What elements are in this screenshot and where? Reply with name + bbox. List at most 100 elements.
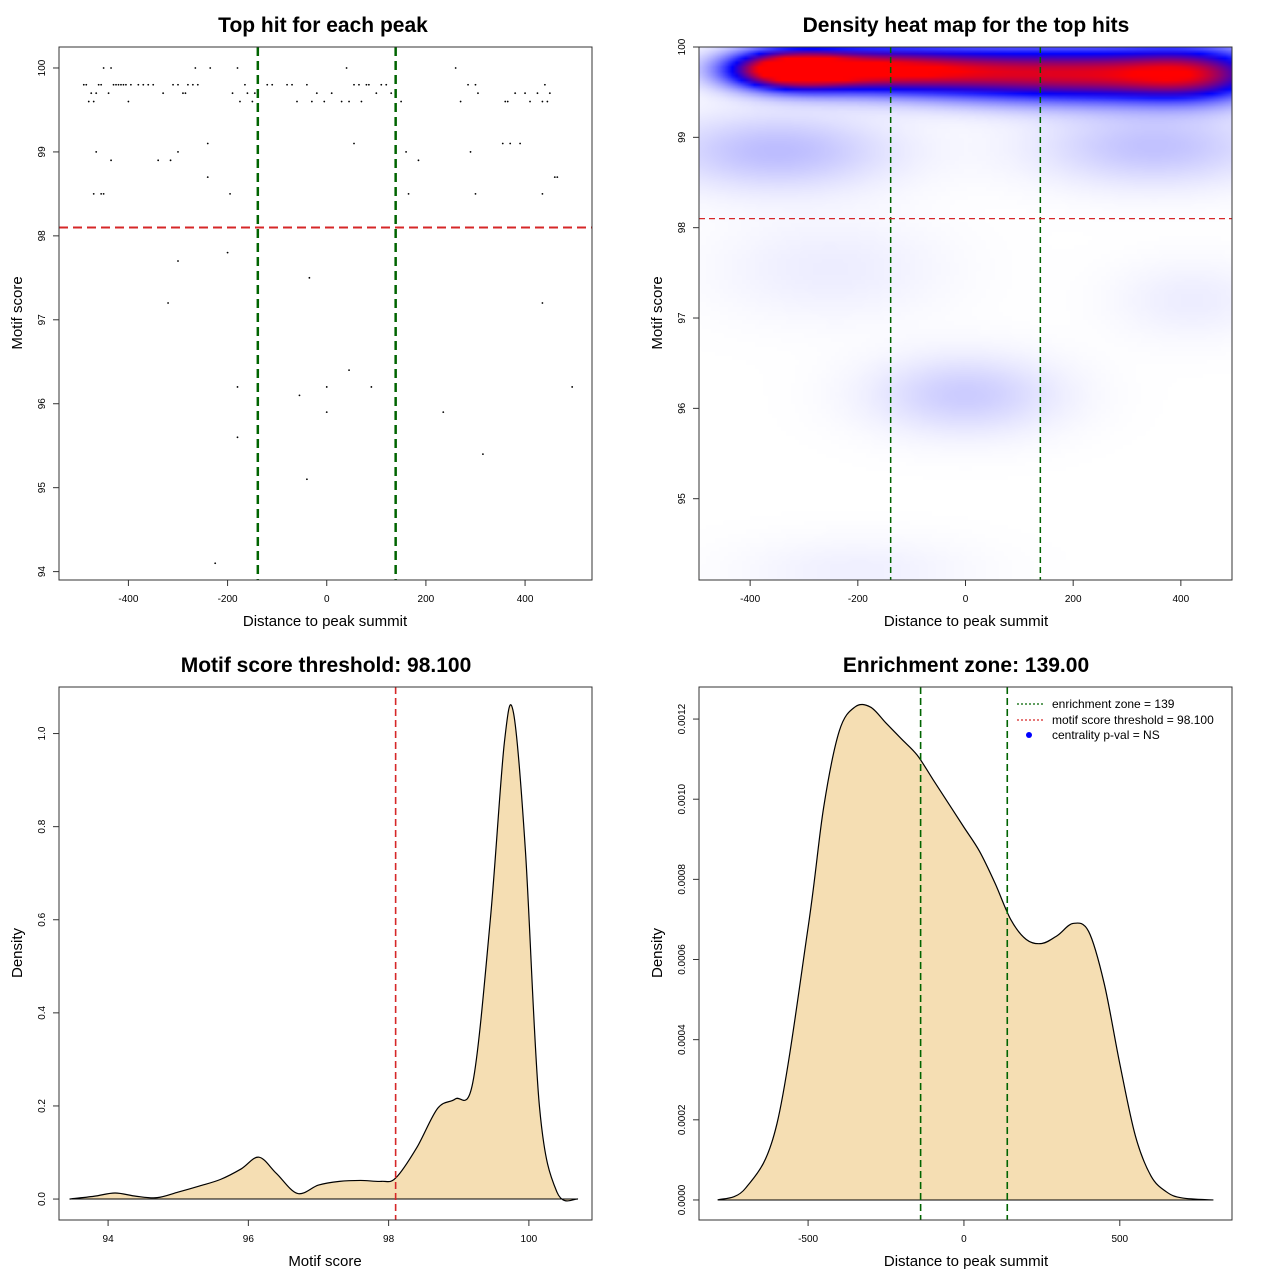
scatter-point	[506, 100, 509, 103]
distance-density-plot-area: -500 0 500 0.0000 0.0002 0.0004 0.0006 0.0008 0.…	[677, 687, 1214, 1245]
score-density-y-tick-label: 0.2	[37, 1099, 48, 1113]
scatter-point	[253, 92, 256, 95]
score-density-x-label: Motif score	[288, 1253, 361, 1270]
scatter-point	[519, 142, 522, 145]
distance-density-area	[717, 704, 1214, 1200]
scatter-point	[310, 100, 313, 103]
scatter-x-tick-label: 0	[324, 594, 330, 605]
scatter-point	[236, 386, 239, 388]
scatter-point	[543, 83, 546, 86]
distance-density-x-tick-label: -500	[798, 1234, 818, 1245]
scatter-point	[467, 83, 469, 86]
score-density-y-label: Density	[9, 927, 26, 978]
score-density-y-tick-label: 0.8	[37, 819, 48, 833]
scatter-point	[345, 67, 348, 69]
score-density-y-tick-label: 0.0	[37, 1192, 48, 1206]
scatter-point	[187, 83, 189, 86]
distance-density-y-tick-label: 0.0010	[677, 783, 688, 814]
scatter-point	[206, 142, 209, 145]
scatter-point	[474, 192, 477, 195]
score-density-x-tick-label: 98	[383, 1234, 395, 1245]
scatter-point	[340, 100, 343, 103]
legend-zone-label: enrichment zone = 139	[1052, 697, 1175, 711]
heatmap-frame	[698, 46, 1233, 581]
scatter-point	[325, 386, 328, 388]
legend-pval-dot	[1026, 732, 1032, 738]
scatter-point	[348, 369, 350, 372]
scatter-point	[87, 100, 90, 103]
scatter-point	[182, 92, 184, 95]
distance-density-y-tick-label: 0.0012	[677, 703, 688, 734]
scatter-x-tick-label: 200	[418, 594, 435, 605]
scatter-point	[477, 92, 479, 95]
score-density-title: Motif score threshold: 98.100	[181, 654, 472, 677]
scatter-y-label: Motif score	[9, 276, 26, 349]
scatter-point	[266, 83, 269, 86]
distance-density-title: Enrichment zone: 139.00	[843, 654, 1089, 677]
score-density-y-tick-label: 1.0	[37, 726, 48, 740]
scatter-point	[308, 276, 311, 279]
scatter-point	[137, 83, 140, 86]
scatter-point	[325, 411, 328, 414]
scatter-point	[229, 192, 231, 195]
scatter-x-tick-label: -400	[118, 594, 138, 605]
scatter-point	[142, 83, 145, 86]
heatmap-y-tick-label: 100	[677, 38, 688, 55]
scatter-point	[524, 92, 526, 95]
scatter-point	[196, 83, 199, 86]
scatter-point	[251, 100, 254, 103]
scatter-point	[390, 92, 393, 95]
scatter-point	[370, 386, 373, 388]
scatter-frame	[58, 46, 593, 581]
distance-density-y-tick-label: 0.0006	[677, 944, 688, 975]
scatter-point	[117, 83, 120, 86]
heatmap-y-tick-label: 96	[677, 402, 688, 414]
scatter-point	[541, 302, 544, 304]
distance-density-x-label: Distance to peak summit	[884, 1253, 1049, 1270]
scatter-point	[367, 83, 370, 86]
scatter-point	[100, 83, 103, 86]
scatter-point	[169, 159, 172, 162]
scatter-point	[474, 83, 477, 86]
scatter-y-tick-label: 97	[37, 314, 48, 326]
scatter-point	[296, 100, 298, 103]
scatter-point	[306, 83, 308, 86]
scatter-x-label: Distance to peak summit	[243, 613, 408, 630]
scatter-point	[239, 100, 241, 103]
scatter-point	[469, 151, 472, 153]
legend: enrichment zone = 139 motif score thresh…	[1017, 697, 1214, 742]
scatter-point	[209, 67, 212, 69]
score-density-panel: Motif score threshold: 98.100 94 96 98 100 0…	[9, 654, 593, 1270]
distance-density-y-tick-label: 0.0004	[677, 1024, 688, 1055]
scatter-title: Top hit for each peak	[218, 14, 428, 37]
scatter-point	[306, 478, 308, 481]
scatter-x-tick-label: -200	[218, 594, 238, 605]
scatter-point	[112, 83, 115, 86]
scatter-point	[110, 159, 112, 162]
scatter-point	[120, 83, 122, 86]
scatter-point	[571, 386, 574, 388]
legend-pval-label: centrality p-val = NS	[1052, 728, 1160, 742]
scatter-point	[102, 67, 105, 69]
scatter-point	[504, 100, 507, 103]
scatter-point	[115, 83, 117, 86]
scatter-point	[172, 83, 174, 86]
scatter-point	[246, 92, 249, 95]
distance-density-y-tick-label: 0.0008	[677, 864, 688, 895]
heatmap-density-image	[699, 47, 1232, 580]
scatter-point	[125, 83, 127, 86]
scatter-point	[206, 176, 209, 179]
heatmap-x-tick-label: 200	[1065, 594, 1082, 605]
distance-density-x-tick-label: 500	[1111, 1234, 1128, 1245]
scatter-point	[541, 192, 544, 195]
scatter-point	[90, 92, 93, 95]
scatter-panel: Top hit for each peak -400 -200 0 200 400 94 9…	[9, 14, 593, 630]
heatmap-title: Density heat map for the top hits	[803, 14, 1130, 37]
scatter-point	[360, 100, 363, 103]
scatter-point	[315, 92, 318, 95]
heatmap-x-label: Distance to peak summit	[884, 613, 1049, 630]
scatter-point	[157, 159, 160, 162]
scatter-point	[358, 83, 360, 86]
scatter-y-tick-label: 98	[37, 230, 48, 242]
scatter-point	[167, 302, 169, 304]
